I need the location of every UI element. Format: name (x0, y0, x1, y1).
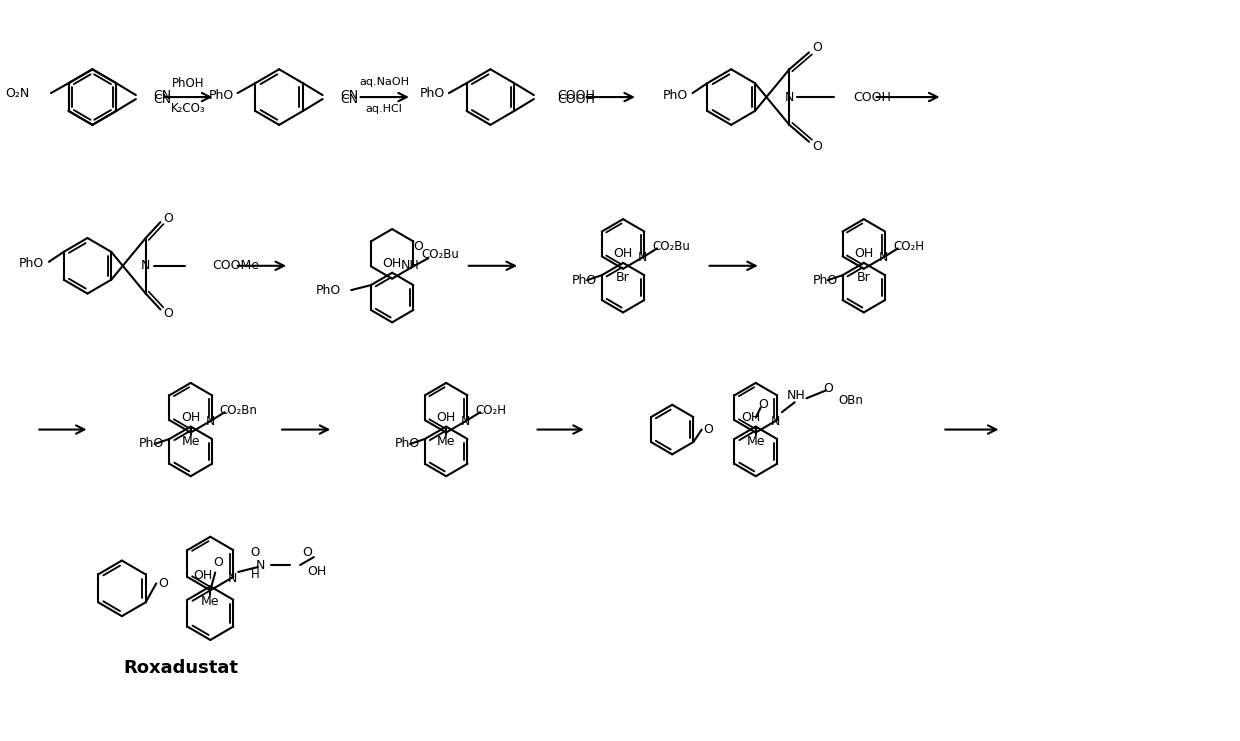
Text: CN: CN (154, 89, 171, 102)
Text: N: N (257, 559, 265, 571)
Text: N: N (879, 251, 888, 265)
Text: N: N (639, 251, 647, 265)
Text: Me: Me (201, 595, 219, 608)
Text: CN: CN (340, 89, 358, 102)
Text: NH: NH (401, 259, 419, 272)
Text: OH: OH (308, 565, 326, 579)
Text: O₂N: O₂N (5, 87, 30, 99)
Text: O: O (823, 382, 833, 395)
Text: CO₂Bu: CO₂Bu (422, 248, 459, 261)
Text: COOMe: COOMe (212, 259, 259, 272)
Text: COOH: COOH (558, 93, 595, 105)
Text: PhO: PhO (139, 437, 165, 451)
Text: O: O (413, 240, 423, 253)
Text: N: N (461, 415, 470, 428)
Text: OH: OH (854, 247, 873, 260)
Text: PhO: PhO (394, 437, 420, 451)
Text: OH: OH (193, 569, 212, 582)
Text: PhO: PhO (812, 273, 837, 287)
Text: aq.NaOH: aq.NaOH (360, 77, 409, 87)
Text: Roxadustat: Roxadustat (123, 659, 238, 677)
Text: Br: Br (857, 271, 870, 285)
Text: OH: OH (382, 257, 402, 270)
Text: CO₂Bn: CO₂Bn (219, 404, 258, 416)
Text: OH: OH (742, 411, 760, 424)
Text: OBn: OBn (838, 393, 863, 407)
Text: PhOH: PhOH (171, 76, 203, 90)
Text: PhO: PhO (316, 284, 341, 296)
Text: O: O (759, 398, 769, 411)
Text: OH: OH (436, 411, 456, 424)
Text: N: N (771, 415, 780, 428)
Text: PhO: PhO (662, 89, 688, 102)
Text: O: O (303, 545, 312, 559)
Text: CO₂H: CO₂H (475, 404, 506, 416)
Text: PhO: PhO (19, 257, 43, 270)
Text: N: N (206, 415, 215, 428)
Text: K₂CO₃: K₂CO₃ (170, 102, 205, 116)
Text: N: N (141, 259, 150, 272)
Text: O: O (164, 307, 174, 320)
Text: Me: Me (181, 435, 200, 448)
Text: PhO: PhO (572, 273, 596, 287)
Text: NH: NH (787, 389, 806, 402)
Text: O: O (164, 212, 174, 225)
Text: aq.HCl: aq.HCl (366, 104, 403, 114)
Text: PhO: PhO (419, 87, 445, 99)
Text: Br: Br (616, 271, 630, 285)
Text: N: N (785, 90, 794, 104)
Text: N: N (227, 572, 237, 585)
Text: CN: CN (154, 93, 171, 105)
Text: CO₂H: CO₂H (893, 240, 924, 253)
Text: H: H (250, 568, 259, 582)
Text: OH: OH (614, 247, 632, 260)
Text: COOH: COOH (853, 90, 892, 104)
Text: O: O (703, 423, 713, 436)
Text: OH: OH (181, 411, 201, 424)
Text: O: O (250, 545, 259, 559)
Text: PhO: PhO (208, 89, 233, 102)
Text: O: O (159, 577, 169, 590)
Text: COOH: COOH (558, 89, 595, 102)
Text: O: O (812, 140, 822, 153)
Text: O: O (812, 41, 822, 54)
Text: Me: Me (436, 435, 455, 448)
Text: CO₂Bu: CO₂Bu (652, 240, 689, 253)
Text: O: O (213, 556, 223, 569)
Text: CN: CN (340, 93, 358, 105)
Text: Me: Me (746, 435, 765, 448)
